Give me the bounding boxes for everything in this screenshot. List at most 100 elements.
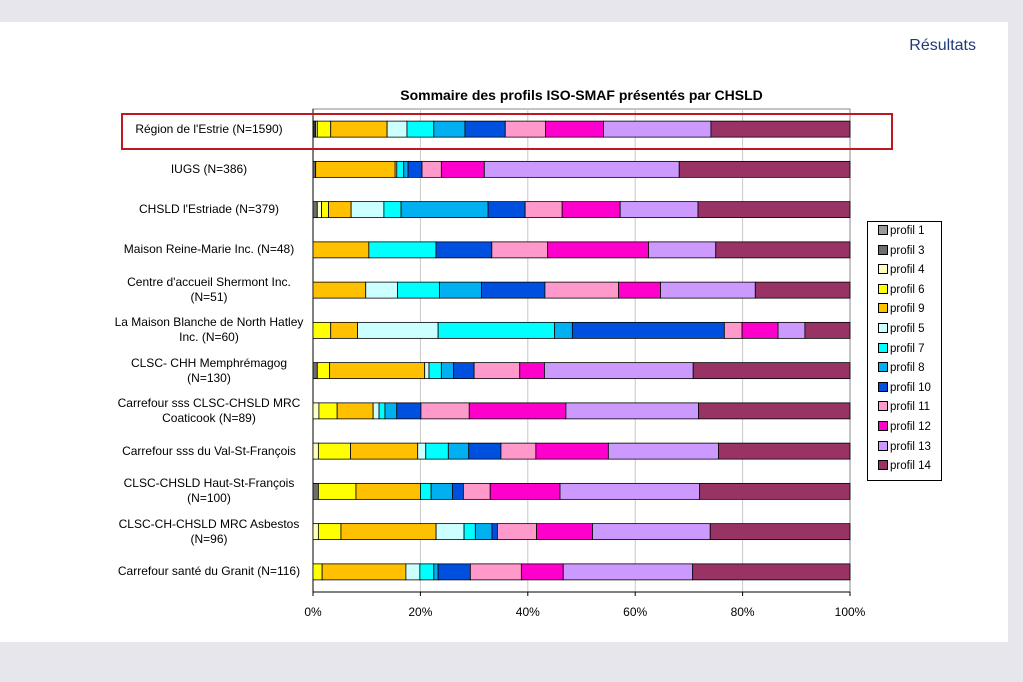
bar-segment (678, 160, 851, 178)
bar-segment (618, 281, 661, 299)
bar-segment (350, 442, 419, 460)
bar-segment (400, 201, 489, 219)
category-label: CLSC-CHSLD Haut-St-François (N=100) (123, 476, 295, 506)
legend-label: profil 4 (890, 264, 925, 277)
plot-area (312, 108, 851, 593)
section-header: Résultats (909, 37, 976, 54)
x-tick-label: 80% (730, 605, 755, 619)
bar-segment (316, 362, 331, 380)
bar-segment (372, 402, 380, 420)
bar-segment (407, 160, 423, 178)
bar-segment (692, 362, 851, 380)
bar-segment (710, 120, 851, 138)
bar-segment (340, 523, 437, 541)
bar-segment (312, 281, 367, 299)
legend-item: profil 9 (878, 303, 925, 317)
legend-label: profil 9 (890, 303, 925, 316)
bar-segment (709, 523, 851, 541)
bar-segment (571, 321, 725, 339)
legend-item: profil 13 (878, 440, 931, 455)
bar-segment (462, 482, 491, 500)
bar-segment (440, 160, 485, 178)
bar-segment (383, 201, 402, 219)
legend-label: profil 8 (890, 362, 925, 375)
bar-segment (397, 281, 440, 299)
legend-item: profil 10 (878, 381, 931, 396)
bar-segment (439, 281, 482, 299)
bar-segment (489, 482, 561, 500)
bar-segment (699, 482, 851, 500)
legend-label: profil 5 (890, 323, 925, 335)
bar-segment (417, 442, 427, 460)
category-label: CLSC- CHH Memphrémagog (N=130) (130, 355, 288, 385)
bar-segment (697, 201, 851, 219)
bar-segment (536, 523, 593, 541)
bar-segment (378, 402, 386, 420)
bar-segment (357, 321, 439, 339)
legend-label: profil 11 (890, 401, 931, 414)
bar-segment (312, 402, 320, 420)
bar-segment (607, 442, 719, 460)
bar-segment (321, 563, 407, 581)
bar-segment (463, 523, 476, 541)
bar-segment (453, 362, 475, 380)
chart-legend: profil 1 profil 3 profil 4 profil 6 profil 9… (867, 221, 942, 481)
bar-segment (420, 402, 470, 420)
bar-segment (469, 563, 522, 581)
legend-item: profil 1 (878, 224, 925, 239)
legend-label: profil 3 (890, 244, 925, 257)
highlight-rectangle (121, 113, 893, 150)
bar-segment (561, 201, 621, 219)
legend-item: profil 7 (878, 342, 925, 357)
bar-segment (483, 160, 680, 178)
x-tick-label: 40% (515, 605, 540, 619)
bar-segment (474, 523, 493, 541)
legend-item: profil 4 (878, 264, 925, 278)
bar-segment (430, 482, 454, 500)
bar-segment (718, 442, 851, 460)
category-label: Carrefour santé du Granit (N=116) (117, 564, 301, 579)
bar-segment (419, 482, 432, 500)
bar-segment (481, 281, 546, 299)
bar-segment (804, 321, 851, 339)
bar-segment (403, 160, 409, 178)
bar-segment (660, 281, 756, 299)
bar-segment (437, 563, 471, 581)
bar-segment (468, 402, 567, 420)
bar-segment (519, 362, 545, 380)
bar-segment (312, 241, 370, 259)
x-tick-label: 60% (623, 605, 648, 619)
legend-item: profil 3 (878, 244, 925, 259)
category-label: Région de l'Estrie (N=1590) (135, 121, 283, 136)
bar-segment (520, 563, 564, 581)
bar-segment (468, 442, 502, 460)
bar-segment (421, 160, 442, 178)
bar-segment (544, 362, 694, 380)
category-label: IUGS (N=386) (170, 161, 248, 176)
category-label: Maison Reine-Marie Inc. (N=48) (123, 242, 295, 257)
bar-segment (692, 563, 851, 581)
bar-segment (547, 241, 650, 259)
category-label: Carrefour sss CLSC-CHSLD MRC Coaticook (… (117, 395, 301, 425)
legend-swatch (878, 303, 888, 314)
chart-title: Sommaire des profils ISO-SMAF présentés … (400, 87, 763, 103)
bar-segment (491, 523, 498, 541)
bar-segment (565, 402, 699, 420)
bar-segment (559, 482, 701, 500)
legend-label: profil 14 (890, 460, 931, 473)
legend-swatch (878, 420, 888, 431)
bar-segment (317, 523, 342, 541)
bar-segment (698, 402, 851, 420)
legend-swatch (878, 460, 888, 471)
bar-segment (592, 523, 711, 541)
bar-segment (336, 402, 374, 420)
legend-swatch (878, 342, 888, 353)
bar-segment (715, 241, 851, 259)
legend-label: profil 12 (890, 421, 931, 433)
bar-segment (312, 201, 318, 219)
legend-swatch (878, 283, 888, 294)
bar-segment (312, 160, 317, 178)
legend-label: profil 10 (890, 381, 931, 394)
legend-swatch (878, 244, 888, 255)
